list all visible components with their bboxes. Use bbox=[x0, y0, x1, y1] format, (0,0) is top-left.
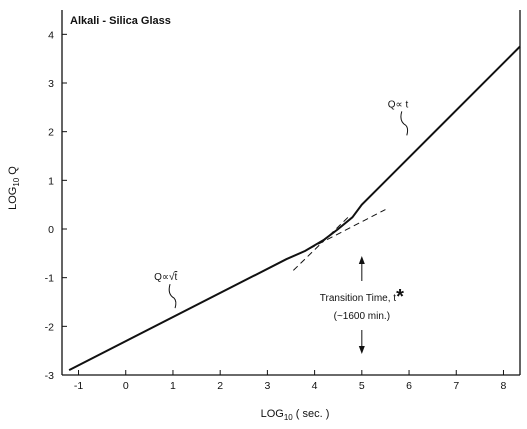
x-tick-label: 2 bbox=[217, 380, 223, 392]
x-tick-label: 5 bbox=[359, 380, 365, 392]
y-tick-label: 2 bbox=[48, 127, 54, 139]
y-tick-label: -2 bbox=[45, 321, 54, 333]
y-ticks: -3 -2 -1 0 1 2 3 4 bbox=[45, 29, 67, 382]
asymptote-line bbox=[300, 209, 386, 254]
sqrt-label-leader bbox=[168, 283, 177, 309]
x-tick-label: 3 bbox=[264, 380, 270, 392]
y-axis-title: LOG10 Q bbox=[7, 166, 21, 210]
x-tick-label: 1 bbox=[170, 380, 176, 392]
asymptote-layer bbox=[293, 209, 386, 271]
x-tick-label: 0 bbox=[123, 380, 129, 392]
y-tick-label: 4 bbox=[48, 29, 54, 41]
data-series-line bbox=[68, 45, 521, 371]
series-layer bbox=[68, 45, 521, 371]
x-axis-title: LOG10 ( sec. ) bbox=[261, 408, 330, 422]
arrow-up-head bbox=[358, 256, 365, 264]
y-tick-label: 3 bbox=[48, 78, 54, 90]
x-tick-label: 6 bbox=[406, 380, 412, 392]
sqrt-relation-label: Q∝√t bbox=[154, 271, 177, 283]
transition-time-label: Transition Time, t* bbox=[320, 286, 404, 308]
chart-title: Alkali - Silica Glass bbox=[70, 15, 171, 27]
y-tick-label: 1 bbox=[48, 175, 54, 187]
transition-time-value: (~1600 min.) bbox=[334, 311, 390, 322]
asymptote-line bbox=[293, 215, 351, 271]
x-ticks: -1 0 1 2 3 4 5 6 7 8 bbox=[74, 370, 507, 392]
y-tick-label: 0 bbox=[48, 224, 54, 236]
x-tick-label: -1 bbox=[74, 380, 83, 392]
arrow-down-head bbox=[358, 346, 365, 354]
y-tick-label: -1 bbox=[45, 273, 54, 285]
linear-relation-label: Q∝ t bbox=[388, 99, 409, 110]
annotation-layer: Q∝√t Q∝ t Transition Time, t* (~1600 min… bbox=[154, 99, 408, 354]
x-tick-label: 8 bbox=[501, 380, 507, 392]
linear-label-leader bbox=[400, 111, 409, 136]
x-tick-label: 4 bbox=[312, 380, 318, 392]
y-tick-label: -3 bbox=[45, 370, 54, 382]
x-tick-label: 7 bbox=[453, 380, 459, 392]
